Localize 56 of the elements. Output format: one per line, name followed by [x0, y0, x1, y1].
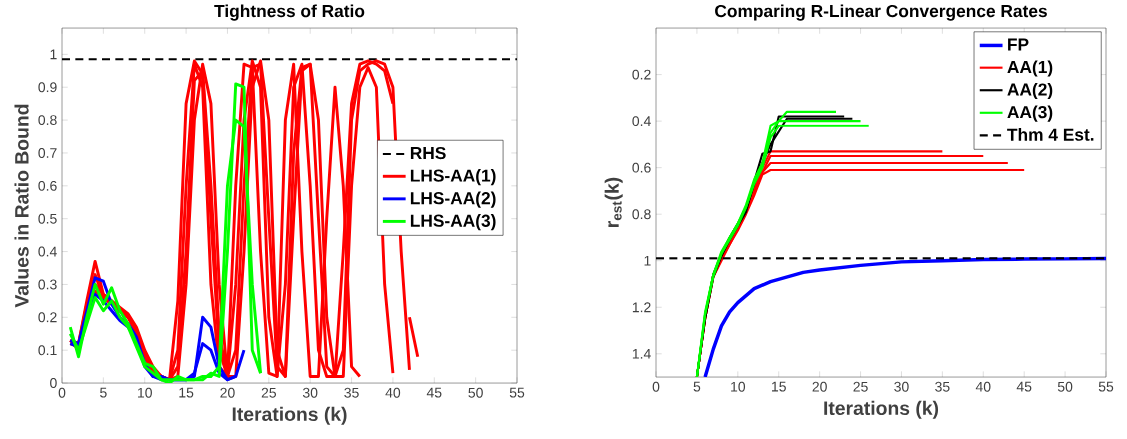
- y-tick-label: 0.3: [38, 279, 57, 290]
- x-tick-label: 25: [261, 387, 277, 398]
- x-tick-label: 5: [693, 381, 701, 392]
- y-tick-label: 0.7: [38, 148, 57, 158]
- x-tick-label: 45: [426, 387, 442, 398]
- y-tick-label: 1: [50, 49, 57, 60]
- legend-label: AA(2): [1007, 82, 1053, 100]
- y-tick-label: 1.4: [632, 348, 651, 359]
- x-axis-title: Iterations (k): [232, 406, 347, 425]
- x-axis-title: Iterations (k): [824, 400, 939, 419]
- x-tick-label: 35: [935, 381, 950, 392]
- chart-title: Comparing R-Linear Convergence Rates: [715, 4, 1047, 21]
- x-tick-label: 0: [58, 387, 66, 398]
- x-tick-label: 15: [179, 387, 194, 398]
- y-tick-label: 0.1: [38, 345, 57, 356]
- x-tick-label: 50: [468, 387, 483, 398]
- x-tick-label: 30: [894, 381, 909, 392]
- y-tick-label: 0.4: [38, 246, 57, 257]
- x-tick-label: 10: [138, 387, 152, 398]
- x-tick-label: 10: [731, 381, 746, 392]
- x-tick-label: 35: [344, 387, 359, 398]
- x-tick-label: 55: [509, 387, 525, 398]
- y-tick-label: 1.2: [632, 302, 651, 313]
- y-tick-label: 0.8: [632, 209, 651, 220]
- y-tick-label: 1: [644, 255, 651, 266]
- x-tick-label: 20: [220, 387, 235, 398]
- x-tick-label: 55: [1098, 381, 1114, 392]
- y-tick-label: 0.2: [632, 69, 651, 80]
- y-tick-label: 0.5: [38, 213, 57, 224]
- x-tick-label: 50: [1057, 381, 1073, 392]
- x-tick-label: 5: [100, 387, 107, 398]
- legend-label: FP: [1008, 38, 1029, 51]
- legend-label: LHS-AA(2): [410, 191, 496, 208]
- x-tick-label: 20: [812, 381, 827, 392]
- y-tick-label: 0.6: [632, 162, 651, 173]
- y-tick-label: 0.2: [38, 312, 57, 323]
- x-tick-label: 0: [652, 381, 660, 392]
- chart-title: Tightness of Ratio: [214, 4, 365, 21]
- x-tick-label: 25: [853, 381, 868, 392]
- y-axis-title: Values in Ratio Bound: [14, 104, 29, 308]
- legend-label: LHS-AA(3): [410, 214, 496, 231]
- y-tick-label: 0.4: [632, 116, 651, 127]
- legend-label: AA(1): [1007, 60, 1053, 77]
- x-tick-label: 40: [975, 381, 991, 392]
- y-tick-label: 0.8: [38, 115, 57, 126]
- y-tick-label: 0.9: [38, 82, 57, 93]
- x-tick-label: 15: [772, 381, 786, 392]
- x-tick-label: 40: [385, 387, 401, 398]
- x-tick-label: 30: [302, 387, 318, 398]
- legend-label: RHS: [410, 146, 446, 160]
- y-axis-title: r$_{est}$(k): [604, 177, 623, 227]
- legend-label: LHS-AA(1): [410, 168, 496, 186]
- x-tick-label: 45: [1016, 381, 1032, 392]
- y-tick-label: 0.6: [38, 180, 57, 191]
- legend-label: AA(3): [1007, 105, 1053, 122]
- legend-label: Thm 4 Est.: [1007, 128, 1094, 141]
